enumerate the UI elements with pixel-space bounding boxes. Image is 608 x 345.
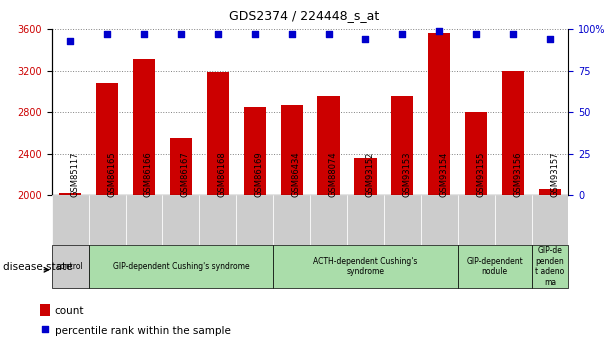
Bar [125, 195, 162, 245]
Bar [273, 195, 310, 245]
Bar [89, 195, 125, 245]
Bar [465, 112, 487, 195]
Bar [531, 245, 568, 288]
Bar [310, 195, 347, 245]
Bar [52, 195, 89, 245]
Bar [502, 71, 524, 195]
Point [471, 31, 481, 37]
Point [65, 38, 75, 44]
Text: GSM86168: GSM86168 [218, 152, 227, 197]
Text: percentile rank within the sample: percentile rank within the sample [55, 326, 230, 336]
Bar [96, 83, 118, 195]
Point [545, 37, 555, 42]
Bar [392, 96, 413, 195]
Bar [384, 195, 421, 245]
Text: GSM86169: GSM86169 [255, 152, 264, 197]
Bar [89, 245, 273, 288]
Point [323, 31, 333, 37]
Text: GIP-dependent Cushing's syndrome: GIP-dependent Cushing's syndrome [112, 262, 249, 271]
Text: GIP-de
penden
t adeno
ma: GIP-de penden t adeno ma [536, 246, 565, 287]
Text: disease state: disease state [3, 263, 72, 272]
Bar [458, 245, 531, 288]
Point [213, 31, 223, 37]
Text: GSM93154: GSM93154 [439, 152, 448, 197]
Point [508, 31, 518, 37]
Text: GSM86167: GSM86167 [181, 152, 190, 197]
Bar [495, 195, 531, 245]
Bar [458, 195, 495, 245]
Text: GSM93155: GSM93155 [476, 152, 485, 197]
Bar [237, 195, 273, 245]
Point [434, 28, 444, 34]
Bar [199, 195, 237, 245]
Bar [59, 193, 81, 195]
Text: GSM93157: GSM93157 [550, 152, 559, 197]
Text: GSM85117: GSM85117 [70, 152, 79, 197]
Bar [531, 195, 568, 245]
Bar [133, 59, 155, 195]
Bar [347, 195, 384, 245]
Text: GSM93152: GSM93152 [365, 152, 375, 197]
Point [40, 327, 50, 332]
Text: GIP-dependent
nodule: GIP-dependent nodule [466, 257, 523, 276]
Text: GSM93153: GSM93153 [402, 152, 412, 197]
Point [287, 31, 297, 37]
Bar [421, 195, 458, 245]
Text: GSM86434: GSM86434 [292, 152, 300, 197]
Bar [539, 189, 561, 195]
Point [361, 37, 370, 42]
Point [398, 31, 407, 37]
Bar [428, 33, 451, 195]
Point [250, 31, 260, 37]
Text: GSM88074: GSM88074 [328, 152, 337, 197]
Text: count: count [55, 306, 85, 315]
Bar [280, 105, 303, 195]
Bar [40, 304, 50, 316]
Point [176, 31, 186, 37]
Bar [354, 158, 376, 195]
Bar [244, 107, 266, 195]
Point [102, 31, 112, 37]
Point [139, 31, 149, 37]
Text: GSM93156: GSM93156 [513, 152, 522, 197]
Text: GSM86165: GSM86165 [107, 152, 116, 197]
Text: ACTH-dependent Cushing's
syndrome: ACTH-dependent Cushing's syndrome [313, 257, 418, 276]
Bar [162, 195, 199, 245]
Text: GDS2374 / 224448_s_at: GDS2374 / 224448_s_at [229, 9, 379, 22]
Text: control: control [57, 262, 83, 271]
Bar [317, 96, 340, 195]
Bar [170, 138, 192, 195]
Text: GSM86166: GSM86166 [144, 152, 153, 197]
Bar [52, 245, 89, 288]
Bar [207, 72, 229, 195]
Bar [273, 245, 458, 288]
